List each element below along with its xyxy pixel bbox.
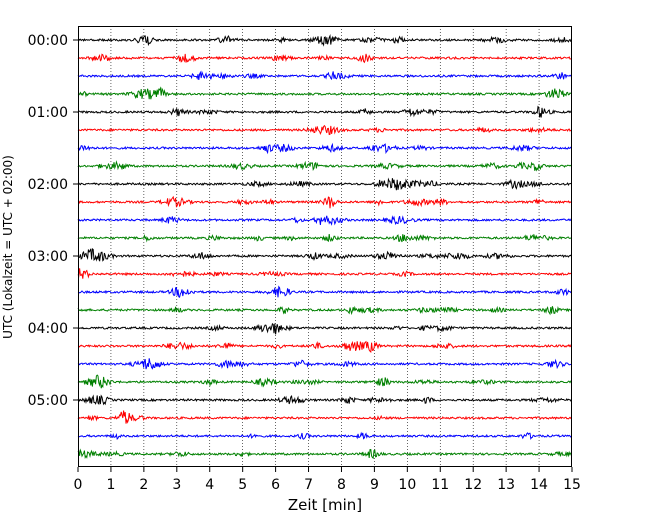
x-tick-label: 15: [563, 477, 581, 493]
x-tick-label: 14: [530, 477, 548, 493]
x-tick-label: 2: [139, 477, 148, 493]
x-axis-ticks: 0 1 2 3 4 5 6 7 8 9 10 11 12 13 14 15: [74, 467, 581, 493]
x-tick-label: 7: [304, 477, 313, 493]
trace-0030: [77, 70, 573, 81]
trace-0145: [77, 160, 572, 172]
x-tick-label: 4: [205, 477, 214, 493]
y-axis-label: UTC (Lokalzeit = UTC + 02:00): [1, 155, 15, 339]
seismic-traces: [77, 33, 573, 460]
trace-0500: [77, 394, 572, 406]
y-tick-label: 02:00: [28, 177, 68, 193]
trace-0315: [77, 268, 572, 279]
y-tick-label: 00:00: [28, 33, 68, 49]
x-tick-label: 3: [172, 477, 181, 493]
y-axis-ticks: 00:00 01:00 02:00 03:00 04:00 05:00: [28, 33, 78, 409]
y-tick-label: 05:00: [28, 393, 68, 409]
trace-0430: [77, 358, 572, 370]
y-tick-label: 04:00: [28, 321, 68, 337]
trace-0415: [77, 340, 572, 354]
x-tick-label: 8: [337, 477, 346, 493]
x-tick-label: 13: [497, 477, 515, 493]
trace-0045: [77, 86, 572, 100]
x-tick-label: 11: [431, 477, 449, 493]
y-tick-label: 03:00: [28, 249, 68, 265]
trace-0445: [77, 374, 573, 389]
trace-0300: [77, 248, 573, 262]
grid-lines: [110, 26, 540, 467]
x-axis-label: Zeit [min]: [288, 496, 362, 514]
trace-0530: [77, 431, 572, 441]
x-tick-label: 9: [370, 477, 379, 493]
trace-0200: [77, 177, 572, 191]
x-tick-label: 5: [238, 477, 247, 493]
trace-0100: [77, 105, 572, 118]
trace-0545: [77, 448, 572, 460]
trace-0345: [77, 305, 572, 316]
y-tick-label: 01:00: [28, 105, 68, 121]
x-tick-label: 12: [464, 477, 482, 493]
trace-0115: [77, 124, 572, 136]
x-tick-label: 0: [74, 477, 83, 493]
x-tick-label: 10: [398, 477, 416, 493]
trace-0000: [77, 33, 572, 47]
trace-0515: [77, 410, 572, 424]
trace-0215: [77, 195, 572, 209]
trace-0130: [77, 142, 573, 155]
trace-0230: [77, 215, 572, 226]
trace-0245: [77, 233, 572, 243]
trace-0400: [77, 322, 572, 335]
trace-0330: [77, 285, 572, 298]
plot-frame: [78, 26, 572, 467]
x-tick-label: 1: [106, 477, 115, 493]
trace-0015: [77, 53, 572, 64]
x-tick-label: 6: [271, 477, 280, 493]
